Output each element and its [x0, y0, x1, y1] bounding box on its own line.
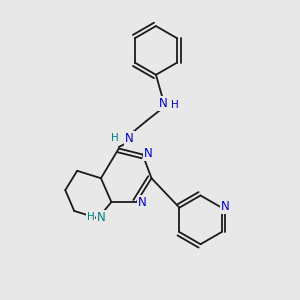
Text: H: H [87, 212, 94, 222]
Text: N: N [143, 147, 152, 160]
Text: N: N [221, 200, 230, 213]
Text: H: H [111, 133, 119, 143]
Text: N: N [159, 98, 168, 110]
Text: N: N [138, 196, 146, 209]
Text: N: N [125, 132, 134, 145]
Text: H: H [171, 100, 178, 110]
Text: N: N [97, 211, 106, 224]
